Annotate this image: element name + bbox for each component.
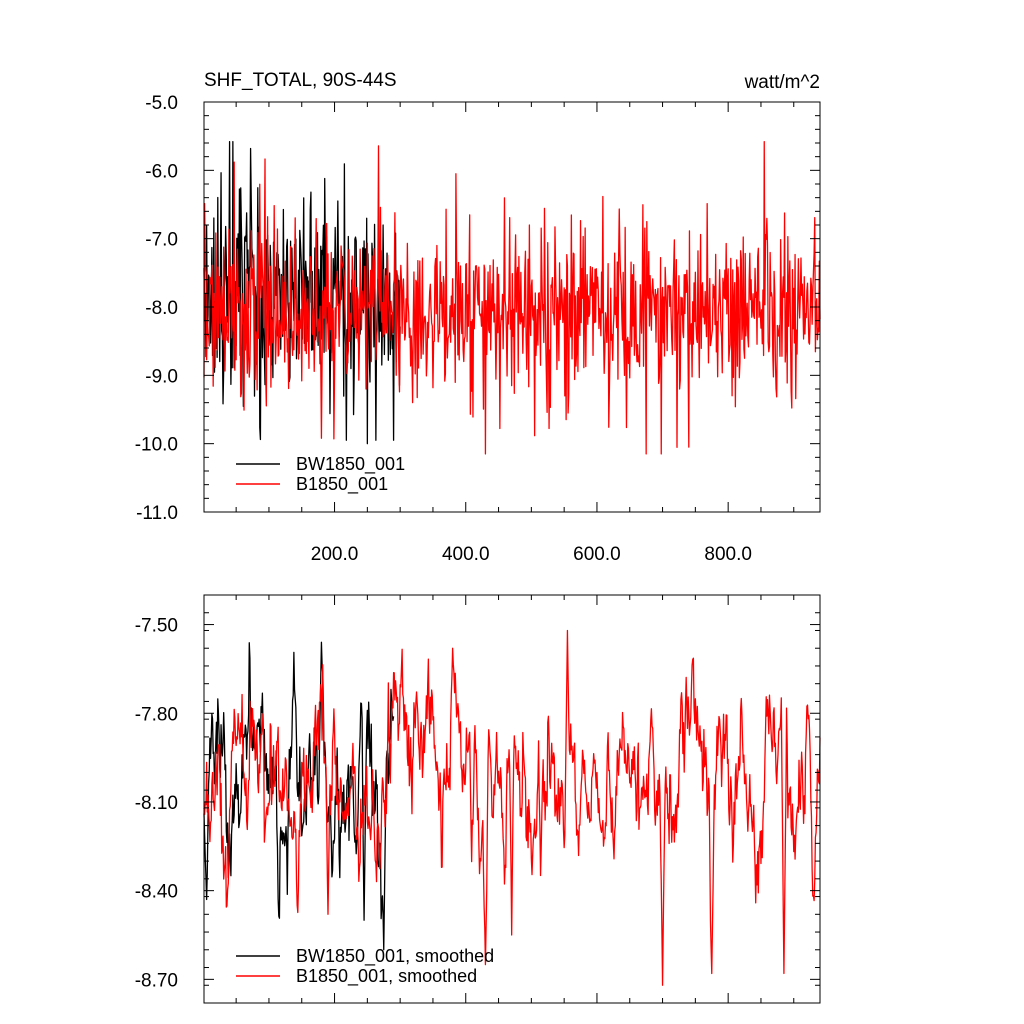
y-tick-label: -11.0 [136,503,178,524]
y-tick-label: -8.40 [135,882,178,903]
legend-label: BW1850_001, smoothed [296,946,494,967]
bottom-series-group [203,629,821,986]
units-label: watt/m^2 [744,72,820,93]
top-series-group [203,140,821,455]
bottom-panel: -7.50 -7.80 -8.10 -8.40 -8.70 BW1850_001, sm… [135,594,821,1004]
series-line-b1850 [203,140,821,455]
y-tick-label: -7.80 [135,704,178,725]
series-line-b1850 [203,629,821,986]
y-tick-label: -8.0 [145,298,178,319]
top-axis-ticks: -5.0 -6.0 -7.0 -8.0 -9.0 -10.0 -11.0 200.0 400.0… [135,93,820,565]
legend-label: B1850_001 [296,474,388,495]
y-tick-label: -5.0 [145,93,178,114]
x-tick-label: 800.0 [704,544,752,565]
legend-label: B1850_001, smoothed [296,966,477,987]
chart-title: SHF_TOTAL, 90S-44S [204,70,397,91]
y-tick-label: -8.10 [135,793,178,814]
series-line-bw1850 [203,641,395,951]
y-tick-label: -9.0 [145,366,178,387]
top-panel: SHF_TOTAL, 90S-44S watt/m^2 -5.0 -6.0 -7.0… [135,70,821,565]
y-tick-label: -10.0 [135,435,178,456]
bottom-axis-ticks: -7.50 -7.80 -8.10 -8.40 -8.70 [135,595,820,1004]
y-tick-label: -7.50 [135,616,178,637]
y-tick-label: -8.70 [135,970,178,991]
y-tick-label: -6.0 [145,161,178,182]
bottom-plot-frame [203,594,821,1004]
y-tick-label: -7.0 [145,230,178,251]
x-tick-label: 600.0 [573,544,621,565]
x-tick-label: 400.0 [442,544,490,565]
legend-label: BW1850_001 [296,454,405,475]
x-tick-label: 200.0 [311,544,359,565]
